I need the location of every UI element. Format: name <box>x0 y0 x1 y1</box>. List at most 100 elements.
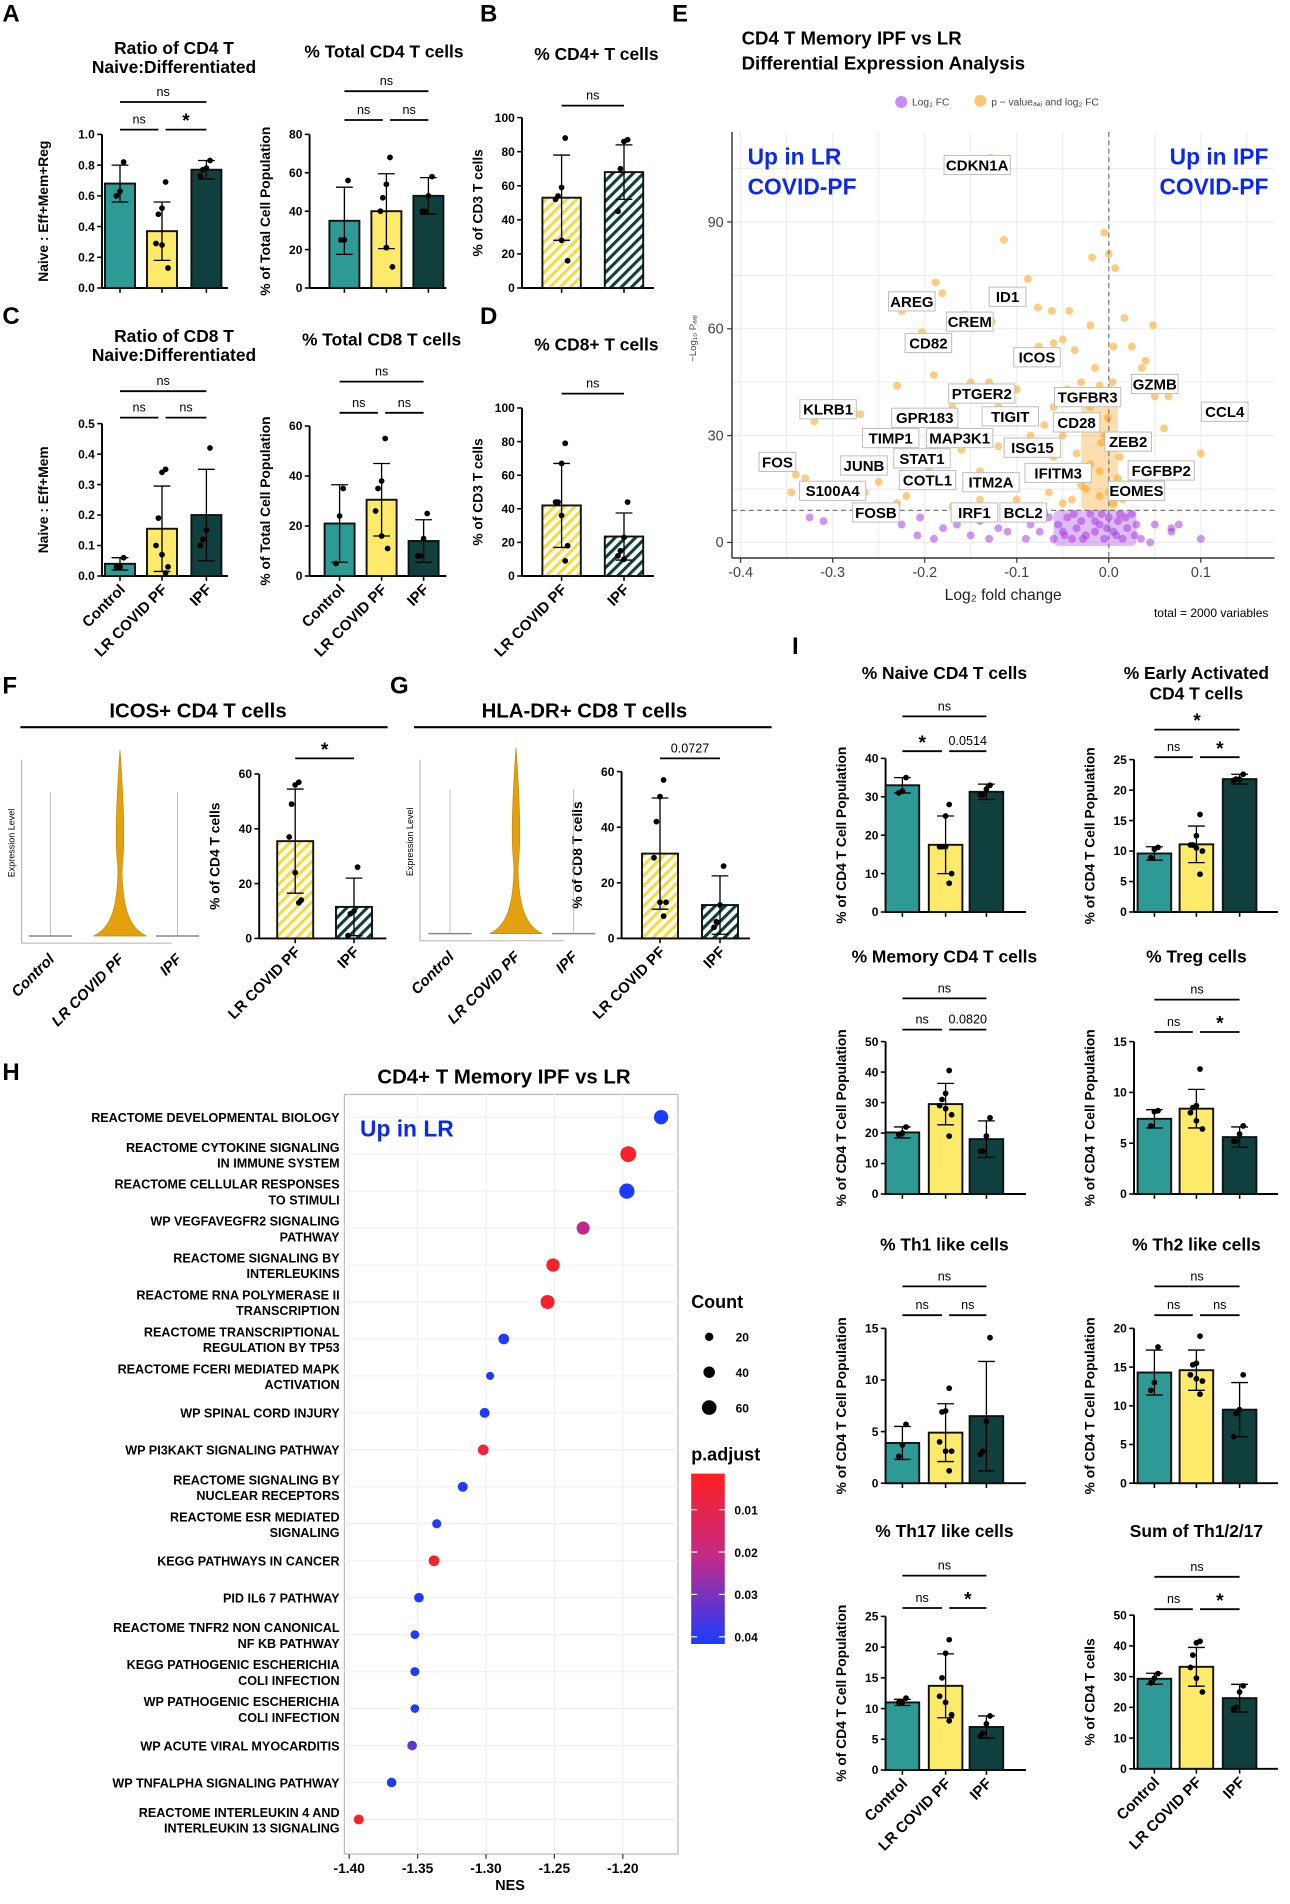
data-point <box>387 154 393 161</box>
gene-label: CDKN1A <box>946 157 1009 174</box>
data-point <box>946 1636 953 1643</box>
y-tick-label: 0.6 <box>78 189 95 203</box>
point-significant <box>1026 431 1035 440</box>
point-significant <box>999 235 1008 244</box>
y-tick-label: 0.5 <box>78 417 95 431</box>
chart-title: % Th2 like cells <box>1132 1234 1261 1254</box>
y-tick-label: 60 <box>501 468 515 482</box>
data-point <box>1187 1371 1194 1378</box>
point-nonsignificant <box>1063 513 1072 522</box>
data-point <box>1230 1138 1237 1145</box>
significance-label: ns <box>1190 983 1203 997</box>
point-nonsignificant <box>929 534 938 543</box>
y-axis-label: Naive : Eff+Mem <box>36 446 51 553</box>
y-tick-label: 25 <box>865 1610 879 1624</box>
significance-label: ns <box>938 1269 951 1283</box>
significance-label: ns <box>961 1298 974 1312</box>
data-point <box>1236 1131 1243 1137</box>
chart-title: % Early Activated <box>1124 663 1269 683</box>
data-point <box>939 1096 945 1103</box>
bar-chart-i3: % Memory CD4 T cells 0 10 20 30 40 50 % of CD4 … <box>834 946 1037 1206</box>
gene-label: IFITM3 <box>1034 465 1082 482</box>
pathway-dot <box>410 1704 420 1713</box>
y-tick-label: 10 <box>1113 1086 1127 1100</box>
significance-label: * <box>964 1590 972 1611</box>
point-nonsignificant <box>1072 524 1081 533</box>
data-point <box>1187 1109 1194 1116</box>
y-tick-label: 60 <box>289 166 303 180</box>
point-nonsignificant <box>1097 509 1106 518</box>
point-nonsignificant <box>1132 520 1141 529</box>
data-point <box>1151 846 1158 853</box>
y-tick-label: 20 <box>1113 1322 1127 1336</box>
y-tick-label: 20 <box>289 243 303 257</box>
gene-label: GPR183 <box>896 410 954 427</box>
gene-label-box <box>1013 347 1061 368</box>
chart-title: Ratio of CD8 T <box>114 326 234 346</box>
color-legend-title: p.adjust <box>691 1444 760 1464</box>
data-point <box>895 1131 902 1138</box>
color-legend-label: 0.04 <box>734 1631 758 1645</box>
y-tick-label: 40 <box>1113 1639 1127 1653</box>
data-point <box>895 1453 902 1460</box>
y-axis-label: −Log₁₀ Pₐₔⱼ <box>688 315 699 362</box>
y-tick-label: 0 <box>296 281 303 295</box>
data-point <box>340 485 347 492</box>
y-axis-label: % of CD4 T Cell Population <box>1082 1317 1097 1494</box>
annotation-up-in-lr: Up in LR <box>748 143 842 169</box>
data-point <box>378 478 385 484</box>
y-tick-label: 10 <box>1113 1731 1127 1745</box>
pathway-label: WP PI3KAKT SIGNALING PATHWAY <box>125 1444 340 1458</box>
x-tick-label: IPF <box>604 581 633 610</box>
y-tick-label: 90 <box>708 215 724 231</box>
data-point <box>1199 1689 1206 1695</box>
data-point <box>113 192 120 199</box>
gene-label: ZEB2 <box>1109 434 1147 451</box>
data-point <box>946 1717 953 1724</box>
size-legend-label: 40 <box>736 1366 750 1380</box>
data-point <box>942 1699 949 1706</box>
significance-label: ns <box>1167 1298 1180 1312</box>
data-point <box>424 510 431 517</box>
pathway-dot <box>620 1146 637 1163</box>
data-point <box>389 264 396 270</box>
point-significant <box>1058 431 1067 440</box>
y-tick-label: 60 <box>501 179 515 193</box>
y-axis-label: % of CD4 T Cell Population <box>834 747 849 924</box>
point-nonsignificant <box>1069 509 1078 518</box>
size-legend-dot <box>701 1400 717 1415</box>
data-point <box>1147 854 1154 861</box>
gene-label: KLRB1 <box>803 402 853 419</box>
pathway-label: IN IMMUNE SYSTEM <box>217 1156 339 1170</box>
gene-label: GZMB <box>1133 376 1177 393</box>
pathway-label: ACTIVATION <box>265 1378 340 1392</box>
data-point <box>1199 848 1206 854</box>
pathway-label: INTERLEUKIN 13 SIGNALING <box>164 1822 340 1836</box>
y-tick-label: 20 <box>865 828 879 842</box>
pathway-dot <box>386 1777 397 1788</box>
point-significant <box>1196 449 1205 458</box>
data-point <box>1187 1664 1194 1671</box>
pathway-label: REACTOME DEVELOPMENTAL BIOLOGY <box>91 1111 340 1125</box>
data-point <box>429 173 435 180</box>
y-axis-label: % of CD4 T Cell Population <box>1082 1029 1097 1206</box>
data-point <box>153 542 159 549</box>
data-point <box>1193 1639 1200 1646</box>
data-point <box>120 159 127 165</box>
y-tick-label: 30 <box>1113 1670 1127 1684</box>
gene-label-box <box>799 480 867 501</box>
y-tick-label: 15 <box>865 1671 879 1685</box>
data-point <box>382 435 389 442</box>
data-point <box>946 1133 953 1139</box>
significance-label: ns <box>1190 1269 1203 1283</box>
pathway-dot <box>619 1183 635 1199</box>
data-point <box>117 188 123 195</box>
point-significant <box>856 410 865 419</box>
y-tick-label: 15 <box>865 1322 879 1336</box>
gene-label: FGFBP2 <box>1132 463 1191 480</box>
data-point <box>558 184 565 191</box>
significance-label: ns <box>916 1013 929 1027</box>
pathway-label: REACTOME CYTOKINE SIGNALING <box>126 1141 340 1155</box>
